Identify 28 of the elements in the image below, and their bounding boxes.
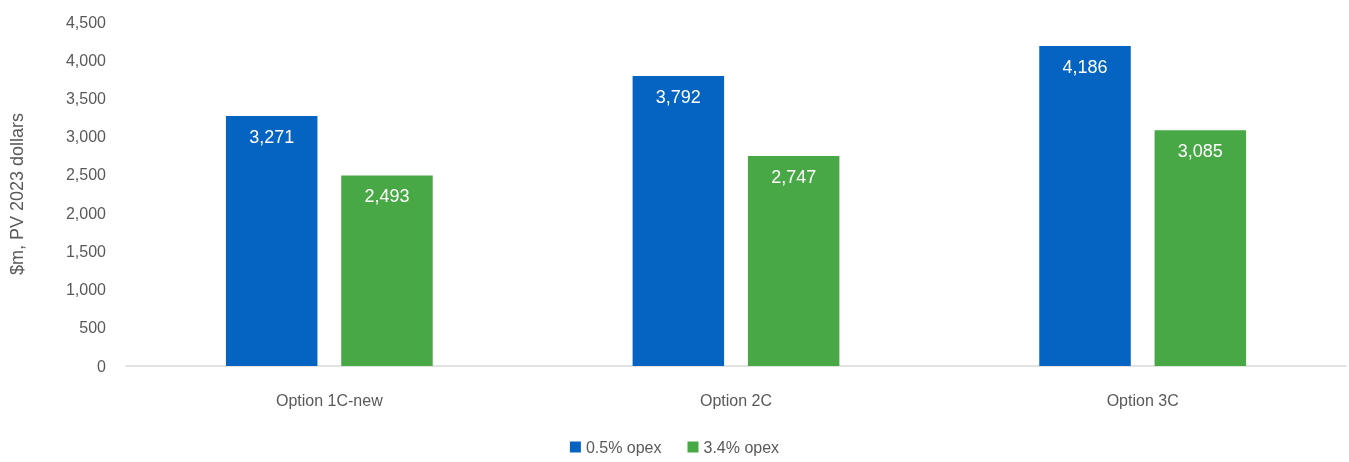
y-axis-title: $m, PV 2023 dollars (7, 112, 27, 276)
y-tick-label: 4,500 (65, 13, 107, 31)
data-label: 3,792 (655, 87, 701, 108)
data-label: 4,186 (1062, 57, 1108, 77)
y-tick-label: 1,000 (65, 281, 107, 299)
x-tick-label: Option 3C (1106, 391, 1179, 409)
x-tick-label: Option 1C-new (275, 391, 384, 409)
y-tick-label: 0 (97, 357, 107, 375)
legend-label: 0.5% opex (585, 438, 662, 456)
legend-label: 3.4% opex (703, 438, 780, 456)
data-label: 3,085 (1177, 141, 1223, 162)
y-tick-label: 1,500 (65, 242, 107, 260)
x-tick-label: Option 2C (699, 391, 773, 409)
data-label: 3,271 (249, 126, 295, 147)
bar (341, 175, 433, 366)
bar (1154, 130, 1247, 366)
bar (1039, 46, 1131, 366)
y-tick-label: 500 (79, 319, 107, 337)
y-tick-label: 2,000 (65, 204, 107, 222)
bar (225, 115, 318, 366)
bar (632, 76, 725, 366)
data-label: 2,493 (364, 186, 410, 207)
bar (747, 156, 840, 366)
y-tick-label: 4,000 (65, 51, 107, 69)
y-tick-label: 3,500 (65, 89, 107, 107)
y-tick-label: 2,500 (65, 166, 107, 184)
data-label: 2,747 (771, 167, 817, 188)
y-tick-label: 3,000 (65, 128, 107, 146)
